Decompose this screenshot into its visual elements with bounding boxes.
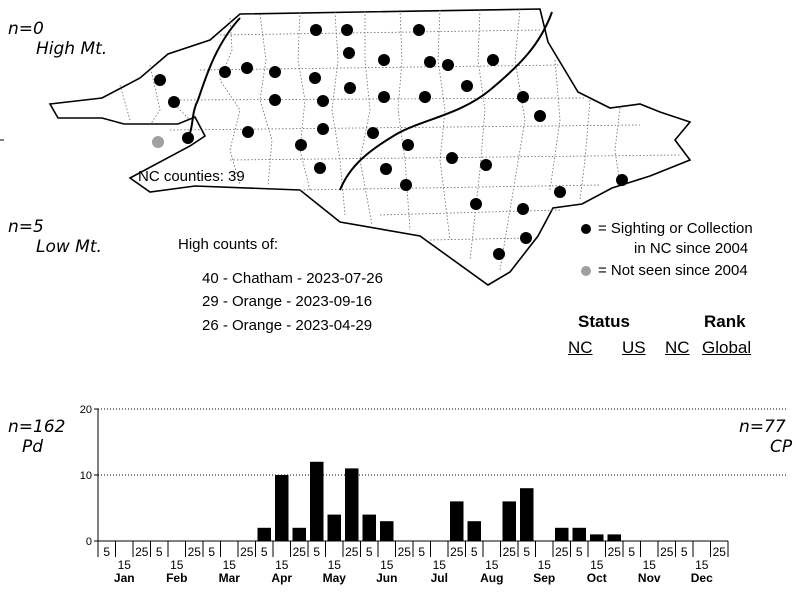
bar [520,488,534,541]
bar [310,461,324,541]
high-count-3: 26 - Orange - 2023-04-29 [202,317,373,334]
y-tick-label-10: 10 [80,470,92,482]
rank-nc: NC [665,338,690,357]
legend-old-text: = Not seen since 2004 [598,262,748,279]
month-label: Jun [376,571,397,585]
month-label: Mar [219,571,241,585]
month-label: Dec [691,571,713,585]
rank-title: Rank [704,312,746,331]
period-label: 25 [345,545,359,559]
bar [502,501,516,541]
period-label: 25 [450,545,464,559]
period-label: 25 [398,545,412,559]
state-outline [48,8,692,286]
period-label: 25 [503,545,517,559]
piedmont-n: n=162 [8,417,66,437]
period-label: 25 [188,545,202,559]
bar [380,521,394,541]
period-label: 15 [380,558,394,572]
period-label: 15 [538,558,552,572]
bar [275,475,289,541]
status-title: Status [578,312,630,331]
month-label: Oct [587,571,607,585]
bar [572,527,586,541]
bar [467,521,481,541]
high-mt-label: High Mt. [36,39,108,59]
period-label: 25 [240,545,254,559]
legend-old-dot [581,266,591,276]
bar [607,534,621,541]
rank-global: Global [702,338,752,357]
period-label: 5 [471,545,478,559]
period-label: 25 [713,545,727,559]
period-label: 15 [433,558,447,572]
month-label: Feb [166,571,187,585]
status-nc: NC [568,338,593,357]
period-label: 5 [103,545,110,559]
counties-count: NC counties: 39 [138,168,245,185]
high-mt-n: n=0 [8,19,44,39]
low-mt-n: n=5 [8,217,44,237]
period-label: 25 [293,545,307,559]
y-tick-label-20: 20 [80,404,92,416]
y-tick-label-0: 0 [86,536,92,548]
bar [292,527,306,541]
period-label: 5 [523,545,530,559]
period-label: 5 [313,545,320,559]
period-label: 5 [261,545,268,559]
piedmont-coastal-boundary [339,11,553,191]
bar [555,527,569,541]
month-label: Jul [431,571,448,585]
bar [362,514,376,541]
legend-recent-dot [581,224,591,234]
period-label: 15 [170,558,184,572]
bar [590,534,604,541]
legend-recent-text-2: in NC since 2004 [634,240,749,257]
high-count-2: 29 - Orange - 2023-09-16 [202,293,373,310]
low-mt-label: Low Mt. [36,237,102,257]
period-label: 15 [485,558,499,572]
period-label: 15 [275,558,289,572]
period-label: 5 [628,545,635,559]
month-label: Aug [480,571,503,585]
period-label: 5 [156,545,163,559]
coastal-n: n=77 [739,417,786,437]
period-label: 5 [576,545,583,559]
not-seen-dot [152,136,164,148]
county-dots [154,24,628,260]
nc-county-map [0,8,692,286]
legend-recent-text: = Sighting or Collection [598,220,753,237]
month-label: Nov [638,571,661,585]
high-mt-boundary [184,17,241,143]
period-label: 15 [590,558,604,572]
period-label: 15 [643,558,657,572]
bar [257,527,271,541]
period-label: 5 [366,545,373,559]
period-label: 5 [418,545,425,559]
period-label: 15 [118,558,132,572]
month-label: May [323,571,347,585]
period-label: 25 [555,545,569,559]
bar [327,514,341,541]
period-label: 15 [328,558,342,572]
period-label: 25 [660,545,674,559]
month-label: Jan [114,571,135,585]
status-us: US [622,338,646,357]
bar [345,468,359,541]
period-label: 15 [223,558,237,572]
period-label: 15 [695,558,709,572]
month-label: Sep [533,571,555,585]
coastal-label: CP [770,437,793,457]
period-label: 5 [681,545,688,559]
high-counts-title: High counts of: [178,236,279,253]
month-label: Apr [271,571,292,585]
period-label: 25 [608,545,622,559]
period-label: 5 [208,545,215,559]
period-label: 25 [135,545,149,559]
bar [450,501,464,541]
high-count-1: 40 - Chatham - 2023-07-26 [202,270,383,287]
piedmont-label: Pd [22,437,44,457]
